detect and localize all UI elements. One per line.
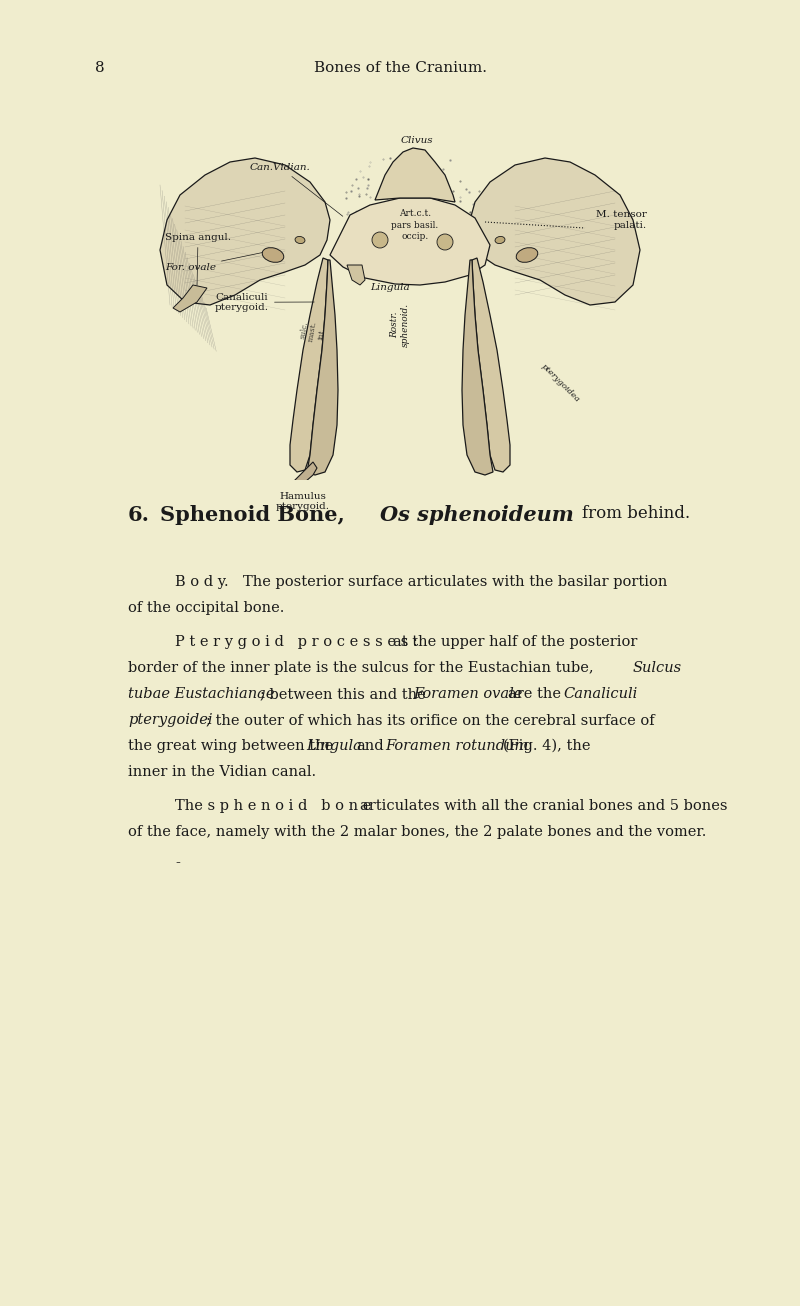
Text: For. ovale: For. ovale bbox=[165, 252, 262, 272]
Text: sulc.
mast.
int.: sulc. mast. int. bbox=[298, 319, 328, 343]
Polygon shape bbox=[375, 148, 455, 202]
Circle shape bbox=[372, 232, 388, 248]
Text: Art.c.t.
pars basil.
occip.: Art.c.t. pars basil. occip. bbox=[391, 209, 438, 240]
Text: ; between this and the: ; between this and the bbox=[260, 687, 426, 701]
Polygon shape bbox=[290, 259, 328, 471]
Text: ; the outer of which has its orifice on the cerebral surface of: ; the outer of which has its orifice on … bbox=[206, 713, 654, 727]
Polygon shape bbox=[293, 462, 317, 485]
Polygon shape bbox=[307, 260, 338, 475]
Text: The posterior surface articulates with the basilar portion: The posterior surface articulates with t… bbox=[243, 575, 667, 589]
Polygon shape bbox=[173, 285, 207, 312]
Text: articulates with all the cranial bones and 5 bones: articulates with all the cranial bones a… bbox=[360, 799, 727, 814]
Text: Lingula: Lingula bbox=[370, 283, 410, 293]
Text: Can.Vidian.: Can.Vidian. bbox=[250, 163, 343, 217]
Text: of the occipital bone.: of the occipital bone. bbox=[128, 601, 284, 615]
Text: from behind.: from behind. bbox=[582, 505, 690, 522]
Text: B o d y.: B o d y. bbox=[175, 575, 229, 589]
Polygon shape bbox=[470, 158, 640, 306]
Text: of the face, namely with the 2 malar bones, the 2 palate bones and the vomer.: of the face, namely with the 2 malar bon… bbox=[128, 825, 706, 838]
Text: pterygoidei: pterygoidei bbox=[128, 713, 213, 727]
Polygon shape bbox=[160, 158, 330, 306]
Text: Bones of the Cranium.: Bones of the Cranium. bbox=[314, 61, 486, 74]
Text: M. tensor
palati.: M. tensor palati. bbox=[596, 210, 647, 230]
Polygon shape bbox=[330, 199, 490, 285]
Text: The s p h e n o i d   b o n e: The s p h e n o i d b o n e bbox=[175, 799, 371, 814]
Ellipse shape bbox=[295, 236, 305, 243]
Text: P t e r y g o i d   p r o c e s s e s :: P t e r y g o i d p r o c e s s e s : bbox=[175, 635, 418, 649]
Text: Canaliculi: Canaliculi bbox=[563, 687, 638, 701]
Text: Sphenoid Bone,: Sphenoid Bone, bbox=[160, 505, 345, 525]
Text: inner in the Vidian canal.: inner in the Vidian canal. bbox=[128, 765, 316, 778]
Text: Foramen rotundum: Foramen rotundum bbox=[385, 739, 528, 754]
Text: border of the inner plate is the sulcus for the Eustachian tube,: border of the inner plate is the sulcus … bbox=[128, 661, 594, 675]
Ellipse shape bbox=[516, 248, 538, 263]
Text: Os sphenoideum: Os sphenoideum bbox=[380, 505, 574, 525]
Text: Canaliculi
pterygoid.: Canaliculi pterygoid. bbox=[215, 293, 314, 312]
Text: (Fig. 4), the: (Fig. 4), the bbox=[503, 739, 590, 754]
Text: 8: 8 bbox=[95, 61, 105, 74]
Text: Foramen ovale: Foramen ovale bbox=[413, 687, 522, 701]
Text: Clivus: Clivus bbox=[401, 136, 434, 145]
Text: pterygoidea: pterygoidea bbox=[539, 362, 581, 404]
Text: the great wing between the: the great wing between the bbox=[128, 739, 334, 754]
Text: are the: are the bbox=[508, 687, 561, 701]
Polygon shape bbox=[472, 259, 510, 471]
Ellipse shape bbox=[495, 236, 505, 243]
Ellipse shape bbox=[262, 248, 284, 263]
Text: tubae Eustachianae: tubae Eustachianae bbox=[128, 687, 274, 701]
Polygon shape bbox=[347, 265, 365, 285]
Text: 6.: 6. bbox=[128, 505, 150, 525]
Text: and: and bbox=[356, 739, 384, 754]
Circle shape bbox=[437, 234, 453, 249]
Text: Rostr.
sphenoid.: Rostr. sphenoid. bbox=[390, 303, 410, 347]
Text: Spina angul.: Spina angul. bbox=[165, 232, 231, 285]
Polygon shape bbox=[462, 260, 493, 475]
Text: -: - bbox=[175, 855, 180, 870]
Text: Lingula: Lingula bbox=[306, 739, 362, 754]
Text: Sulcus: Sulcus bbox=[633, 661, 682, 675]
Text: Hamulus
pterygoid.: Hamulus pterygoid. bbox=[276, 492, 330, 512]
Text: at the upper half of the posterior: at the upper half of the posterior bbox=[393, 635, 638, 649]
